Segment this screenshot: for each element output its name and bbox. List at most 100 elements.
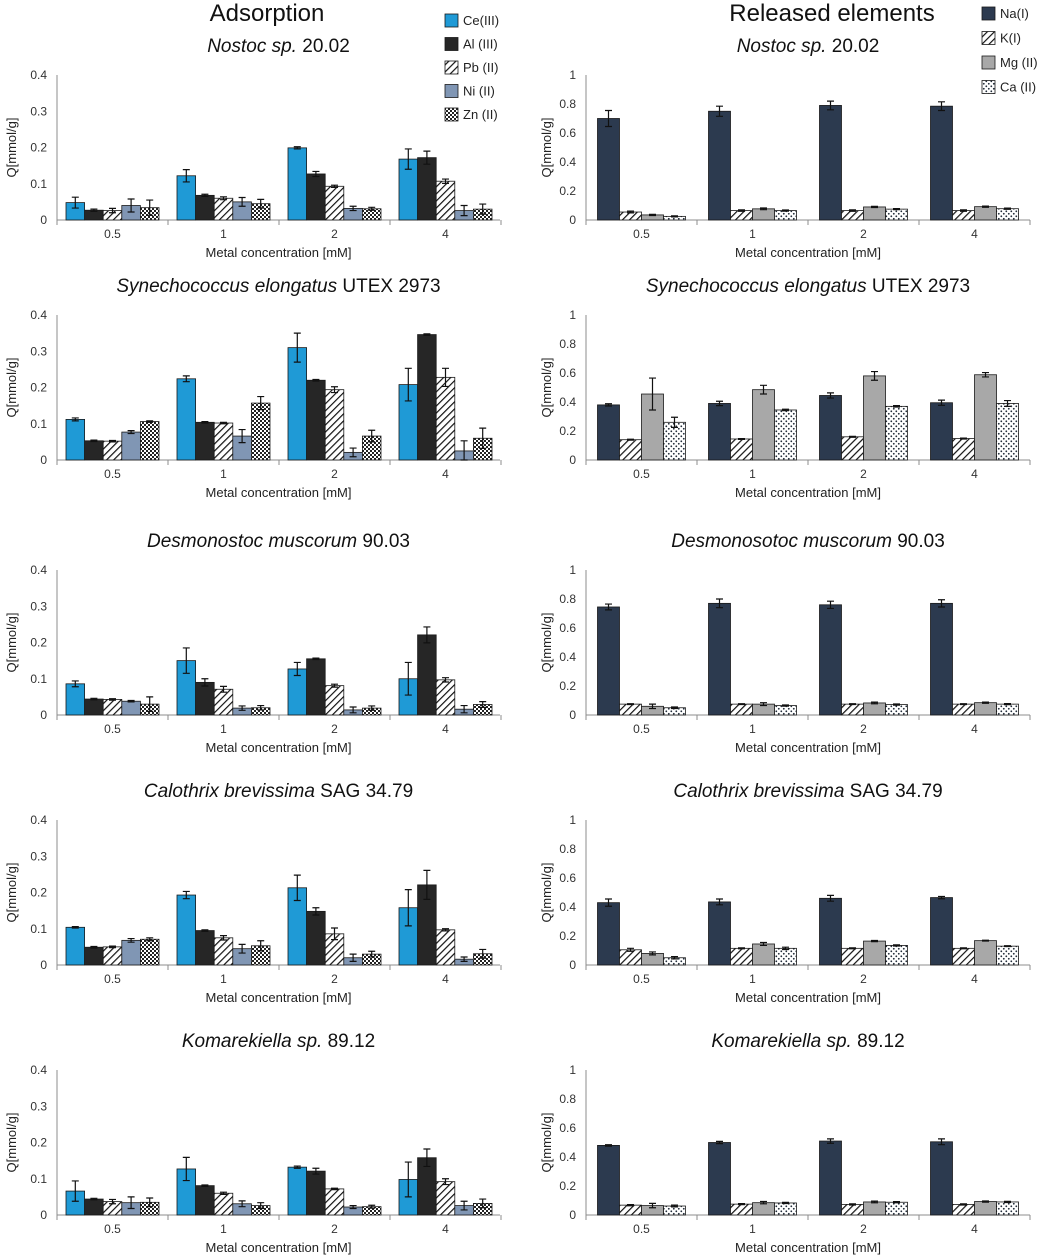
error-bar-na-i — [605, 898, 612, 907]
error-bar-ni-ii — [460, 440, 468, 461]
error-bar-ca-ii — [782, 704, 789, 707]
error-bar-na-i — [938, 599, 945, 608]
bar-al-iii — [195, 194, 215, 221]
error-bar-ni-ii — [127, 699, 135, 703]
error-bar-mg-ii — [649, 213, 656, 217]
y-tick-label: 0.1 — [30, 177, 47, 191]
error-bar-mg-ii — [871, 939, 878, 943]
error-bar-ce-iii — [293, 146, 301, 150]
error-bar-mg-ii — [982, 701, 989, 704]
bar-na-i — [930, 105, 953, 221]
error-bar-ca-ii — [893, 405, 900, 408]
y-tick-label: 0.4 — [30, 308, 47, 322]
bar-ce-iii — [65, 926, 86, 966]
chart-adsorption-3: Desmonostoc muscorum 90.03 0 0.1 0.2 0.3 0.4 Q… — [4, 531, 502, 755]
bar-pb-ii — [324, 389, 345, 461]
error-bar-ca-ii — [1004, 945, 1011, 948]
bar-mg-ii — [863, 206, 886, 221]
error-bar-pb-ii — [220, 935, 227, 941]
legend-swatch-ni-ii — [444, 84, 459, 98]
chart-released-2: Synechococcus elongatus UTEX 2973 0 0.2 0.4… — [539, 276, 1031, 500]
error-bar-k-i — [849, 209, 856, 212]
x-tick-label: 2 — [860, 467, 867, 481]
error-bar-zn-ii — [146, 696, 154, 712]
x-axis-label: Metal concentration [mM] — [735, 485, 881, 500]
bar-k-i — [841, 1204, 864, 1216]
error-bar-k-i — [738, 1202, 745, 1206]
error-bar-mg-ii — [760, 702, 767, 707]
bar-ni-ii — [121, 700, 141, 716]
x-tick-label: 1 — [220, 972, 227, 986]
y-tick-label: 0 — [40, 708, 47, 722]
bar-na-i — [819, 604, 842, 716]
error-bar-na-i — [605, 109, 612, 128]
error-bar-zn-ii — [146, 420, 154, 423]
error-bar-ce-iii — [182, 1156, 190, 1182]
error-bar-ca-ii — [782, 408, 789, 412]
error-bar-mg-ii — [649, 703, 656, 710]
x-axis-label: Metal concentration [mM] — [206, 1240, 352, 1255]
legend-label-k-i: K(I) — [1000, 31, 1021, 46]
y-tick-label: 1 — [569, 563, 576, 577]
legend-label-mg-ii: Mg (II) — [1000, 55, 1038, 70]
error-bar-al-iii — [423, 150, 431, 165]
bar-na-i — [708, 403, 731, 461]
bar-mg-ii — [752, 943, 775, 966]
y-tick-label: 0.2 — [30, 1136, 47, 1150]
error-bar-zn-ii — [146, 937, 154, 942]
bar-na-i — [819, 105, 842, 221]
error-bar-ni-ii — [238, 196, 246, 207]
x-tick-label: 0.5 — [104, 227, 121, 241]
error-bar-ni-ii — [460, 956, 468, 962]
bar-k-i — [952, 703, 975, 716]
y-axis-label: Q[mmol/g] — [4, 118, 19, 178]
error-bar-pb-ii — [331, 927, 338, 941]
bar-na-i — [708, 110, 731, 221]
legend-label-al-iii: Al (III) — [463, 37, 498, 52]
error-bar-k-i — [960, 703, 967, 706]
y-tick-label: 0 — [569, 453, 576, 467]
x-tick-label: 1 — [749, 1222, 756, 1236]
x-tick-label: 1 — [220, 722, 227, 736]
x-tick-label: 2 — [331, 972, 338, 986]
bar-ce-iii — [65, 418, 86, 461]
y-tick-label: 0.4 — [30, 813, 47, 827]
error-bar-al-iii — [312, 907, 320, 916]
y-tick-label: 0.8 — [559, 1092, 576, 1106]
legend-swatch-na-i — [981, 6, 996, 21]
bar-na-i — [597, 1145, 620, 1216]
y-tick-label: 0.4 — [559, 650, 576, 664]
y-tick-label: 0 — [569, 958, 576, 972]
error-bar-ni-ii — [349, 953, 357, 962]
error-bar-zn-ii — [368, 206, 376, 211]
error-bar-ce-iii — [404, 148, 412, 170]
error-bar-ni-ii — [349, 1204, 357, 1210]
bar-k-i — [619, 703, 642, 716]
error-bar-mg-ii — [982, 205, 989, 208]
error-bar-na-i — [716, 400, 723, 407]
error-bar-mg-ii — [649, 951, 656, 956]
error-bar-k-i — [849, 1203, 856, 1206]
y-tick-label: 0.4 — [30, 563, 47, 577]
y-tick-label: 0.6 — [559, 126, 576, 140]
bar-mg-ii — [752, 1202, 775, 1216]
error-bar-ca-ii — [893, 944, 900, 947]
y-tick-label: 1 — [569, 813, 576, 827]
bar-pb-ii — [102, 946, 123, 966]
error-bar-pb-ii — [220, 685, 227, 693]
bar-na-i — [597, 902, 620, 966]
error-bar-mg-ii — [760, 384, 767, 395]
x-tick-label: 4 — [971, 227, 978, 241]
chart-adsorption-4: Calothrix brevissima SAG 34.79 0 0.1 0.2 0.3… — [4, 781, 502, 1005]
error-bar-ce-iii — [293, 332, 301, 363]
y-tick-label: 0 — [40, 453, 47, 467]
error-bar-zn-ii — [257, 940, 265, 952]
bar-na-i — [930, 1141, 953, 1216]
error-bar-al-iii — [90, 945, 98, 949]
error-bar-pb-ii — [220, 1191, 227, 1195]
error-bar-ca-ii — [671, 955, 678, 960]
error-bar-k-i — [738, 703, 745, 706]
x-tick-label: 0.5 — [104, 1222, 121, 1236]
error-bar-ce-iii — [182, 169, 190, 183]
error-bar-ca-ii — [893, 207, 900, 211]
